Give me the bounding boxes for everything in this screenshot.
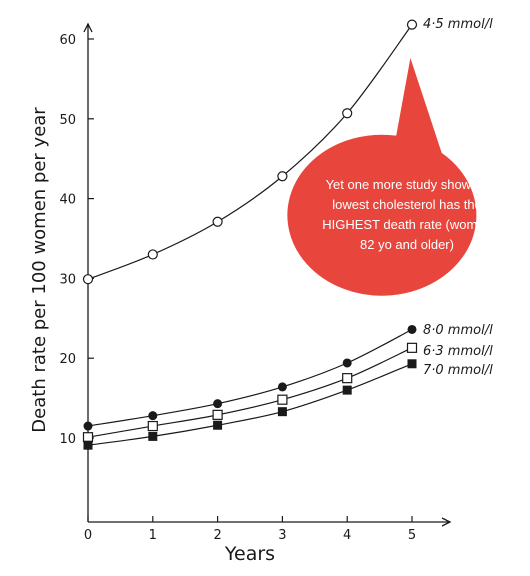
ticks: 10 20 30 40 50 60 0 1 2 3 4 5 xyxy=(59,33,416,543)
data-point xyxy=(83,440,93,450)
y-axis-arrow xyxy=(83,22,93,33)
y-tick-label: 10 xyxy=(59,432,76,447)
data-point xyxy=(342,385,352,395)
x-tick-label: 0 xyxy=(84,528,92,543)
data-point xyxy=(406,342,418,353)
y-tick-label: 50 xyxy=(59,113,76,128)
series-layer xyxy=(82,19,418,450)
callout-text: Yet one more study showing lowest choles… xyxy=(322,177,492,252)
y-axis-title: Death rate per 100 women per year xyxy=(29,107,50,433)
x-tick-label: 2 xyxy=(213,528,221,543)
data-point xyxy=(342,373,353,384)
y-tick-label: 40 xyxy=(59,193,76,208)
data-point xyxy=(277,171,288,182)
data-point xyxy=(212,216,223,227)
y-tick-label: 20 xyxy=(59,352,76,367)
x-tick-label: 4 xyxy=(343,528,351,543)
data-point xyxy=(212,409,223,420)
data-point xyxy=(277,394,288,405)
callout-bubble xyxy=(284,51,480,299)
y-tick-label: 60 xyxy=(59,33,76,48)
series-label: 4·5 mmol/l xyxy=(423,17,493,32)
data-point xyxy=(148,431,158,441)
series-label: 6·3 mmol/l xyxy=(423,344,493,359)
x-tick-label: 1 xyxy=(149,528,157,543)
series-line xyxy=(87,328,413,427)
data-point xyxy=(147,420,158,432)
series-label: 7·0 mmol/l xyxy=(423,363,493,378)
data-point xyxy=(277,407,287,417)
legend-labels: 4·5 mmol/l 8·0 mmol/l 6·3 mmol/l 7·0 mmol/l xyxy=(423,17,493,378)
data-point xyxy=(148,411,158,421)
x-axis-arrow xyxy=(441,517,452,527)
data-point xyxy=(147,249,158,260)
callout-shape xyxy=(284,51,480,299)
data-point xyxy=(82,274,94,285)
y-tick-label: 30 xyxy=(59,272,76,287)
x-tick-label: 3 xyxy=(278,528,286,543)
data-point xyxy=(407,324,417,334)
series-line xyxy=(87,347,413,438)
data-point xyxy=(82,432,94,443)
x-tick-label: 5 xyxy=(408,528,416,543)
data-point xyxy=(406,19,418,30)
data-point xyxy=(277,382,287,392)
data-point xyxy=(213,420,223,430)
data-point xyxy=(83,421,93,431)
series-label: 8·0 mmol/l xyxy=(423,323,493,338)
data-point xyxy=(213,399,223,409)
data-point xyxy=(342,358,352,368)
series-line xyxy=(87,363,413,446)
x-axis-title: Years xyxy=(224,543,275,565)
data-point xyxy=(342,108,353,119)
data-point xyxy=(407,359,417,369)
